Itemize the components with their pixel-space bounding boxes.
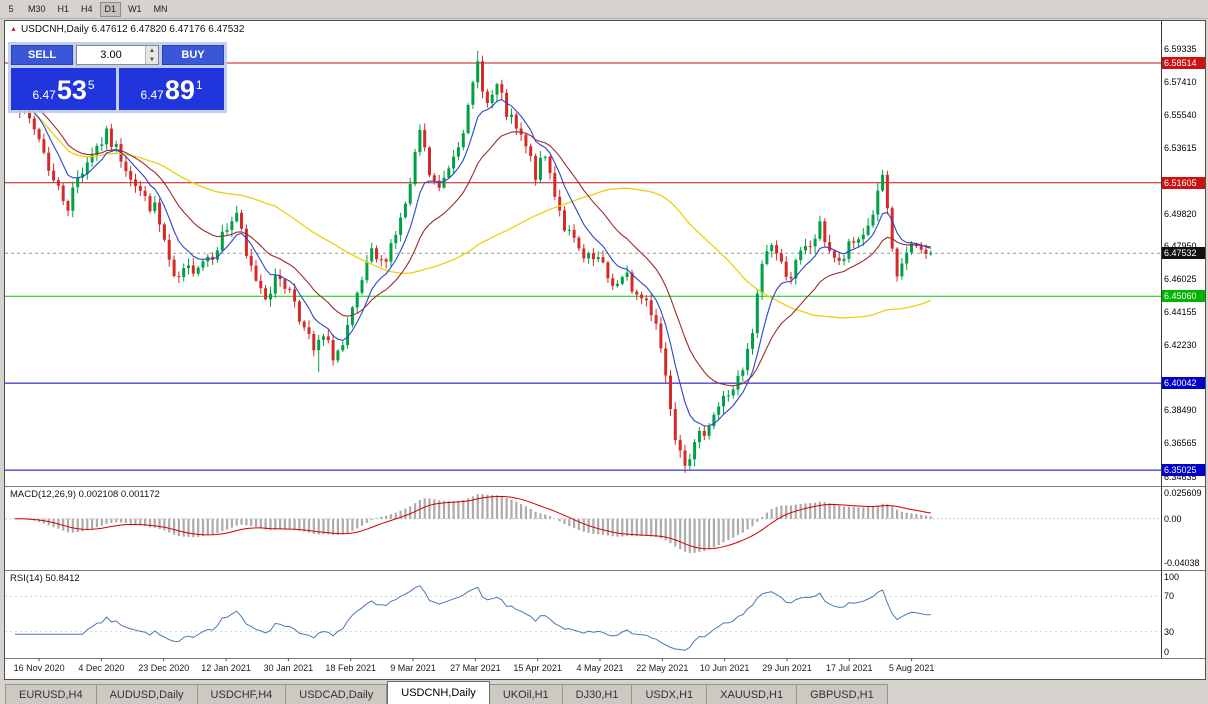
- chart-tabs-bar: EURUSD,H4 AUDUSD,Daily USDCHF,H4 USDCAD,Dai…: [0, 680, 1208, 704]
- timeframe-button-h4[interactable]: H4: [76, 1, 98, 17]
- date-label: 17 Jul 2021: [826, 663, 873, 673]
- price-scale-label: 6.53615: [1164, 142, 1197, 153]
- date-label: 23 Dec 2020: [138, 663, 190, 673]
- chart-canvas[interactable]: [5, 21, 1205, 679]
- date-label: 30 Jan 2021: [263, 663, 314, 673]
- timeframe-toolbar: 5 M30 H1 H4 D1 W1 MN: [0, 0, 1208, 19]
- chart-tab-usdchf-h4[interactable]: USDCHF,H4: [197, 684, 287, 704]
- chart-tab-gbpusd-h1[interactable]: GBPUSD,H1: [797, 684, 888, 704]
- volume-spinner[interactable]: ▲ ▼: [145, 46, 158, 64]
- macd-scale-label: 0.00: [1164, 513, 1182, 524]
- date-label: 5 Aug 2021: [888, 663, 935, 673]
- date-label: 18 Feb 2021: [325, 663, 376, 673]
- price-scale-label: 6.49820: [1164, 208, 1197, 219]
- price-scale[interactable]: 6.59335 6.57410 6.55540 6.53615 6.49820 6.479…: [1162, 21, 1205, 658]
- timeframe-button-h1[interactable]: H1: [52, 1, 75, 17]
- price-scale-label: 6.36565: [1164, 438, 1197, 449]
- macd-scale-label: 0.025609: [1164, 488, 1202, 498]
- rsi-scale-label: 100: [1164, 572, 1180, 582]
- volume-decrement-icon[interactable]: ▼: [146, 55, 158, 64]
- price-scale-label: 6.42230: [1164, 340, 1197, 351]
- price-scale-label: 6.34635: [1164, 471, 1197, 482]
- timeframe-button-5[interactable]: 5: [1, 1, 21, 17]
- price-badge-6.45060: 6.45060: [1162, 290, 1205, 303]
- chart-tab-usdcad-daily[interactable]: USDCAD,Daily: [286, 684, 388, 704]
- rsi-indicator-label: RSI(14) 50.8412: [10, 573, 80, 584]
- price-scale-label: 6.57410: [1164, 77, 1197, 88]
- price-scale-label: 6.38490: [1164, 405, 1197, 416]
- chart-window-icon: ▲: [10, 26, 17, 33]
- time-scale[interactable]: 16 Nov 2020 4 Dec 2020 23 Dec 2020 12 Jan 2…: [5, 659, 1161, 678]
- date-label: 12 Jan 2021: [201, 663, 251, 673]
- price-badge-6.35025: 6.35025: [1162, 464, 1205, 477]
- buy-price-big: 89: [164, 75, 195, 105]
- timeframe-button-d1[interactable]: D1: [99, 1, 122, 17]
- price-badge-6.51605: 6.51605: [1162, 176, 1205, 189]
- date-label: 22 May 2021: [636, 663, 689, 673]
- date-label: 4 Dec 2020: [78, 663, 125, 673]
- date-label: 9 Mar 2021: [390, 663, 436, 673]
- date-label: 10 Jun 2021: [699, 663, 750, 673]
- chart-tab-ukoil-h1[interactable]: UKOil,H1: [489, 684, 563, 704]
- price-badge-6.47532: 6.47532: [1162, 247, 1205, 260]
- macd-scale-label: -0.04038: [1164, 558, 1200, 568]
- buy-price-box[interactable]: 6.47 89 1: [119, 68, 224, 110]
- rsi-scale-label: 30: [1164, 626, 1175, 637]
- volume-increment-icon[interactable]: ▲: [146, 46, 158, 55]
- buy-button[interactable]: BUY: [162, 45, 224, 65]
- sell-button[interactable]: SELL: [11, 45, 73, 65]
- price-scale-label: 6.55540: [1164, 109, 1197, 120]
- symbol-info-line: ▲ USDCNH,Daily 6.47612 6.47820 6.47176 6…: [10, 24, 244, 35]
- symbol-ohlc-text: USDCNH,Daily 6.47612 6.47820 6.47176 6.4…: [20, 24, 245, 35]
- chart-tab-xauusd-h1[interactable]: XAUUSD,H1: [707, 684, 798, 704]
- price-scale-label: 6.46025: [1164, 274, 1197, 285]
- buy-price-sup: 1: [195, 78, 203, 92]
- chart-tab-audusd-daily[interactable]: AUDUSD,Daily: [96, 684, 198, 704]
- price-scale-label: 6.59335: [1164, 43, 1197, 54]
- date-label: 29 Jun 2021: [762, 663, 812, 673]
- one-click-trading-panel: SELL 3.00 ▲ ▼ BUY 6.47 53 5 6: [8, 42, 227, 113]
- sell-price-prefix: 6.47: [32, 88, 56, 102]
- date-label: 27 Mar 2021: [450, 663, 501, 673]
- timeframe-button-mn[interactable]: MN: [148, 1, 173, 17]
- chart-tab-usdcnh-daily[interactable]: USDCNH,Daily: [387, 681, 490, 704]
- rsi-scale-label: 70: [1164, 591, 1175, 602]
- volume-field[interactable]: 3.00 ▲ ▼: [76, 45, 159, 65]
- chart-tab-usdx-h1[interactable]: USDX,H1: [632, 684, 708, 704]
- price-badge-6.58514: 6.58514: [1162, 57, 1205, 69]
- chart-window: ▲ USDCNH,Daily 6.47612 6.47820 6.47176 6…: [4, 20, 1206, 680]
- date-label: 16 Nov 2020: [13, 663, 65, 673]
- price-scale-label: 6.44155: [1164, 306, 1197, 317]
- rsi-scale-label: 0: [1164, 647, 1170, 657]
- price-badge-6.40042: 6.40042: [1162, 377, 1205, 390]
- chart-tab-eurusd-h4[interactable]: EURUSD,H4: [5, 684, 97, 704]
- date-label: 15 Apr 2021: [513, 663, 562, 673]
- sell-price-box[interactable]: 6.47 53 5: [11, 68, 116, 110]
- volume-value[interactable]: 3.00: [100, 49, 122, 61]
- macd-indicator-label: MACD(12,26,9) 0.002108 0.001172: [10, 489, 160, 500]
- sell-price-big: 53: [56, 75, 87, 105]
- price-scale-label: 6.47950: [1164, 241, 1197, 252]
- buy-price-prefix: 6.47: [140, 88, 164, 102]
- sell-price-sup: 5: [87, 78, 95, 92]
- chart-tab-dj30-h1[interactable]: DJ30,H1: [562, 684, 633, 704]
- date-label: 4 May 2021: [576, 663, 624, 673]
- timeframe-button-w1[interactable]: W1: [123, 1, 147, 17]
- timeframe-button-m30[interactable]: M30: [23, 1, 51, 17]
